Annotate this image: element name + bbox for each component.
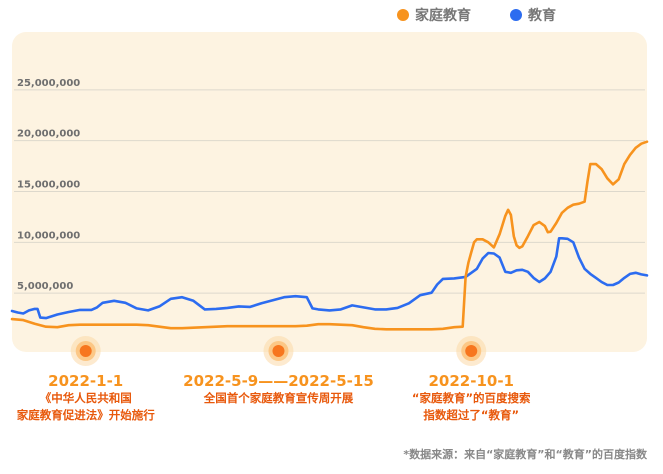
source-footnote: *数据来源：来自“家庭教育”和“教育”的百度指数 <box>403 448 647 461</box>
event-marker-3 <box>465 345 478 357</box>
event-annotation-1: 2022-1-1 《中华人民共和国 家庭教育促进法》开始施行 <box>17 372 155 424</box>
y-tick-label-2: 10,000,000 <box>17 230 80 241</box>
series-line-1 <box>10 140 649 331</box>
event-date-3: 2022-10-1 <box>428 372 514 390</box>
event-desc-3-line-1: “家庭教育”的百度搜索 <box>411 391 531 405</box>
y-tick-label-3: 15,000,000 <box>17 180 80 191</box>
event-desc-1-line-2: 家庭教育促进法》开始施行 <box>16 408 155 422</box>
legend: 家庭教育 教育 <box>0 4 663 26</box>
y-tick-label-5: 25,000,000 <box>17 78 80 89</box>
legend-label-series-2: 教育 <box>528 8 556 24</box>
series-line-2 <box>10 237 649 320</box>
event-marker-1 <box>79 345 92 357</box>
y-tick-label-4: 20,000,000 <box>17 129 80 140</box>
legend-item-series-1: 家庭教育 <box>397 4 471 26</box>
event-annotation-2: 2022-5-9——2022-5-15 全国首个家庭教育宣传周开展 <box>183 372 374 407</box>
event-date-2: 2022-5-9——2022-5-15 <box>183 372 374 390</box>
y-tick-label-1: 5,000,000 <box>17 281 73 292</box>
legend-label-series-1: 家庭教育 <box>415 8 471 24</box>
event-marker-2 <box>272 345 285 357</box>
legend-marker-series-2 <box>510 9 522 21</box>
event-desc-3-line-2: 指数超过了“教育” <box>423 408 520 422</box>
event-annotation-3: 2022-10-1 “家庭教育”的百度搜索 指数超过了“教育” <box>412 372 531 424</box>
legend-item-series-2: 教育 <box>510 4 556 26</box>
event-desc-1-line-1: 《中华人民共和国 <box>39 391 132 405</box>
event-desc-2-line-1: 全国首个家庭教育宣传周开展 <box>203 391 354 405</box>
event-date-1: 2022-1-1 <box>48 372 124 390</box>
legend-marker-series-1 <box>397 9 409 21</box>
